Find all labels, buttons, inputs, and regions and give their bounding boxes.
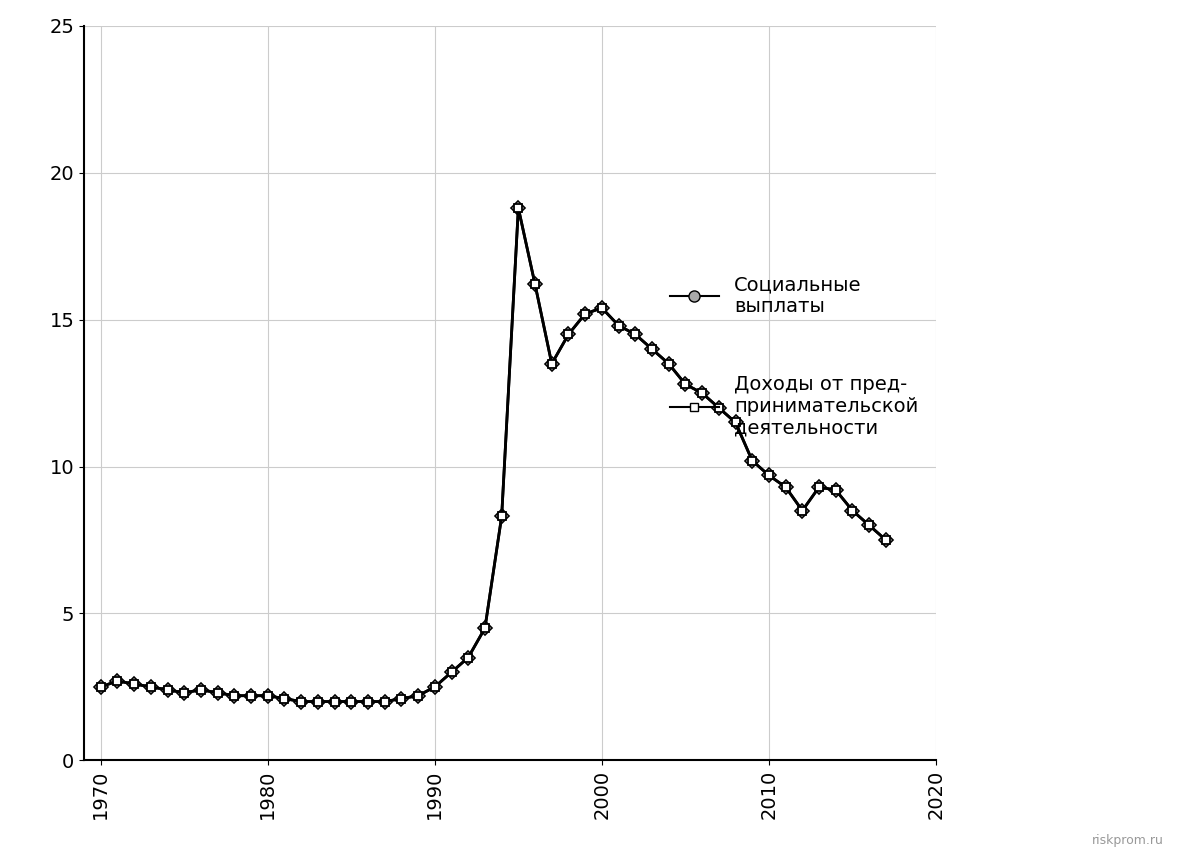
Text: riskprom.ru: riskprom.ru xyxy=(1092,834,1164,847)
Legend: Социальные
выплаты, Доходы от пред-
принимательской
деятельности: Социальные выплаты, Доходы от пред- прин… xyxy=(662,268,926,445)
